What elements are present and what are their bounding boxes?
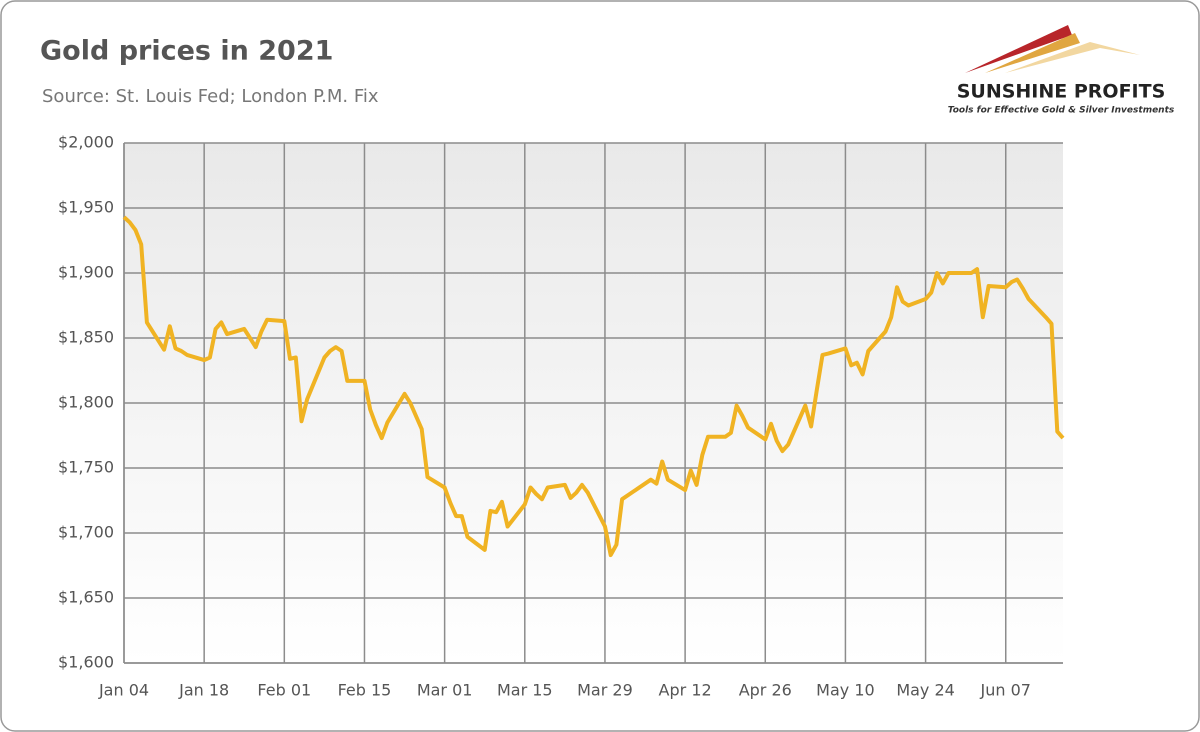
x-tick-label: Apr 12 — [659, 681, 712, 700]
subtitle: Source: St. Louis Fed; London P.M. Fix — [42, 86, 379, 107]
x-tick-label: May 24 — [896, 681, 955, 700]
logo-swoosh — [985, 33, 1080, 73]
y-tick-label: $1,600 — [58, 653, 114, 672]
x-tick-label: Mar 15 — [497, 681, 553, 700]
x-tick-label: Feb 15 — [338, 681, 392, 700]
x-tick-label: Apr 26 — [739, 681, 792, 700]
x-tick-label: May 10 — [816, 681, 875, 700]
y-tick-label: $1,850 — [58, 328, 114, 347]
y-tick-label: $1,750 — [58, 458, 114, 477]
logo-swoosh — [965, 25, 1072, 73]
y-tick-label: $1,700 — [58, 523, 114, 542]
x-tick-label: Jan 18 — [178, 681, 229, 700]
y-tick-label: $1,950 — [58, 198, 114, 217]
x-tick-label: Feb 01 — [257, 681, 311, 700]
x-tick-label: Jun 07 — [980, 681, 1031, 700]
y-tick-label: $1,900 — [58, 263, 114, 282]
x-tick-label: Jan 04 — [98, 681, 149, 700]
x-tick-label: Mar 29 — [577, 681, 633, 700]
logo-tagline: Tools for Effective Gold & Silver Invest… — [948, 106, 1175, 116]
x-tick-label: Mar 01 — [417, 681, 473, 700]
logo-name: SUNSHINE PROFITS — [957, 81, 1166, 103]
y-tick-label: $1,800 — [58, 393, 114, 412]
y-tick-label: $1,650 — [58, 588, 114, 607]
chart-title: Gold prices in 2021 — [40, 36, 333, 67]
price-line — [122, 215, 1065, 558]
y-tick-label: $2,000 — [58, 133, 114, 152]
logo: SUNSHINE PROFITS Tools for Effective Gol… — [948, 25, 1175, 116]
